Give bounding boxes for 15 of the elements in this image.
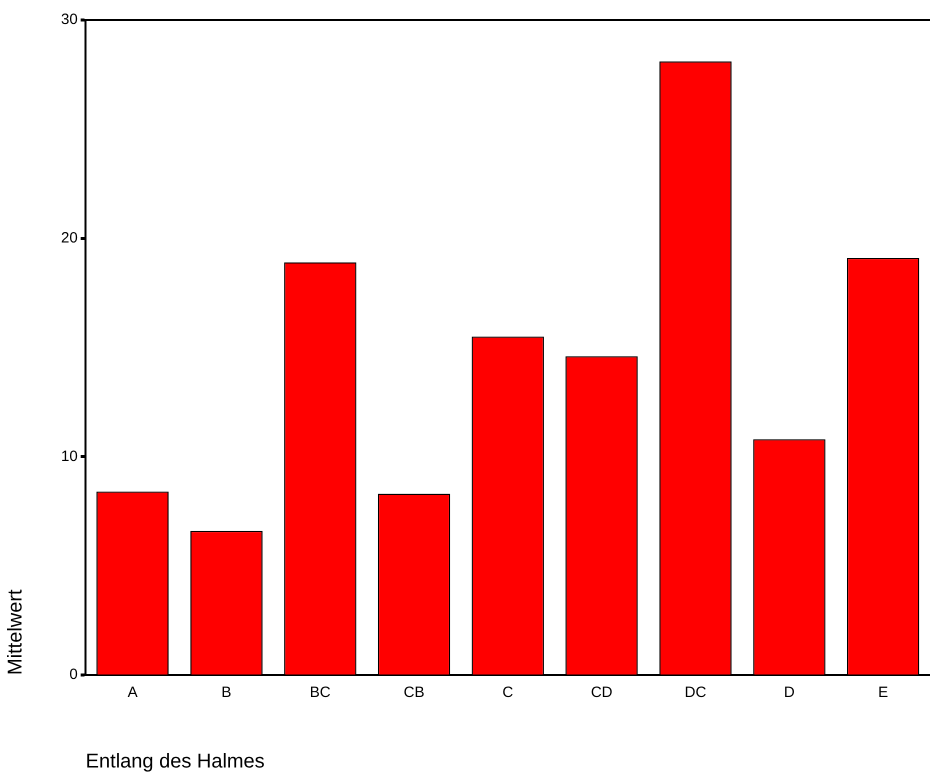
- x-tick-label: DC: [684, 684, 706, 702]
- x-tick-label: A: [128, 684, 138, 702]
- y-tick-label: 20: [60, 229, 78, 246]
- y-tick-label: 30: [60, 11, 78, 28]
- x-tick-label: CD: [590, 684, 613, 702]
- x-tick-label: D: [784, 684, 795, 702]
- x-tick-label: B: [221, 684, 232, 702]
- y-axis-title: Mittelwert: [4, 588, 27, 675]
- x-tick-label: E: [878, 684, 888, 702]
- x-axis-title: Entlang des Halmes: [86, 750, 265, 773]
- x-tick-label: BC: [310, 684, 331, 702]
- x-tick-label: CB: [404, 684, 424, 702]
- y-tick-label: 0: [69, 666, 78, 684]
- y-tick-label: 10: [60, 448, 78, 465]
- x-tick-label: C: [502, 684, 514, 702]
